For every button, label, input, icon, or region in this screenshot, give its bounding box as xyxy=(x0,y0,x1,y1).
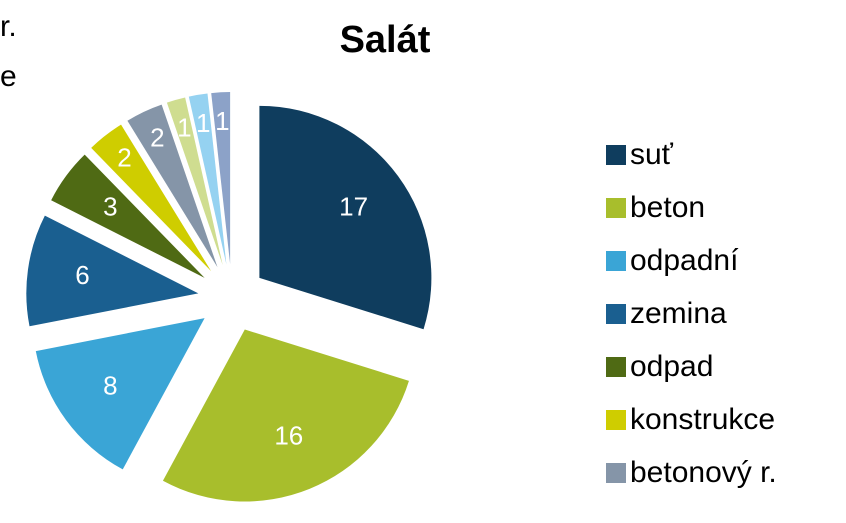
legend-swatch xyxy=(606,357,626,377)
pie-slice xyxy=(35,318,205,470)
legend-label: odpadní xyxy=(630,244,739,277)
legend-swatch xyxy=(606,463,626,483)
legend-swatch xyxy=(606,198,626,218)
legend-swatch xyxy=(606,304,626,324)
pie-slice xyxy=(91,124,212,272)
pie-slice xyxy=(162,329,409,502)
legend-label: suť xyxy=(630,138,674,171)
data-label: 2 xyxy=(150,123,164,153)
pie-slice xyxy=(26,215,199,327)
data-label: 8 xyxy=(103,370,117,400)
pie-slice xyxy=(188,93,227,265)
data-label: 1 xyxy=(177,112,191,142)
pie-slice xyxy=(166,97,223,266)
legend-swatch xyxy=(606,410,626,430)
legend-label: betonový r. xyxy=(630,456,777,489)
data-label: 1 xyxy=(196,108,210,138)
cropped-text: r. xyxy=(0,10,17,43)
pie-slice xyxy=(211,92,231,265)
legend-swatch xyxy=(606,145,626,165)
data-label: 17 xyxy=(339,191,368,221)
data-label: 16 xyxy=(274,421,303,451)
legend-label: zemina xyxy=(630,297,727,330)
legend-label: odpad xyxy=(630,350,713,383)
chart-title: Salát xyxy=(340,19,431,61)
pie-slice xyxy=(259,105,432,330)
legend-label: beton xyxy=(630,191,705,224)
cropped-text: e xyxy=(0,60,17,93)
data-label: 3 xyxy=(103,191,117,221)
data-label: 2 xyxy=(117,143,131,173)
pie-slice xyxy=(127,104,218,268)
data-label: 6 xyxy=(75,260,89,290)
data-label: 1 xyxy=(215,106,229,136)
legend-label: konstrukce xyxy=(630,403,775,436)
legend-swatch xyxy=(606,251,626,271)
pie-slice xyxy=(51,154,205,278)
